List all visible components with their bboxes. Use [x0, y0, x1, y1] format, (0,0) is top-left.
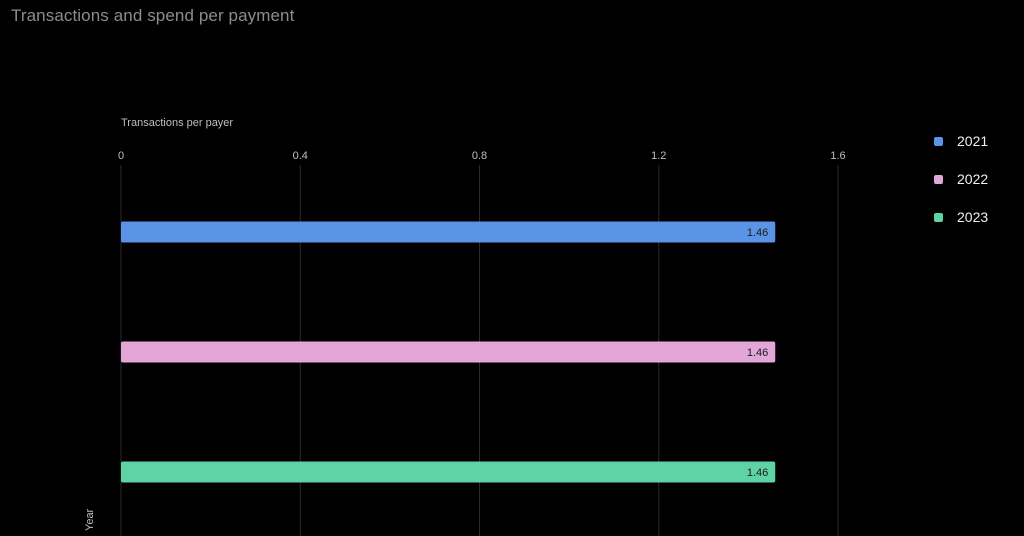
data-label: 1.46: [747, 467, 768, 479]
legend-swatch: [934, 136, 943, 146]
x-tick-label: 1.2: [651, 150, 666, 162]
x-axis-ticks: 0 0.4 0.8 1.2 1.6: [118, 150, 846, 162]
bar-2022[interactable]: [121, 341, 776, 363]
x-tick-label: 1.6: [830, 150, 845, 162]
x-tick-label: 0.4: [293, 150, 308, 162]
x-tick-label: 0.8: [472, 150, 487, 162]
bar-2023[interactable]: [121, 461, 776, 483]
legend-item-2022[interactable]: 2022: [934, 160, 988, 198]
data-label: 1.46: [747, 227, 768, 239]
data-label: 1.46: [747, 347, 768, 359]
legend: 2021 2022 2023: [934, 122, 988, 236]
bar-2021[interactable]: [121, 221, 776, 243]
legend-label: 2021: [957, 133, 989, 149]
legend-swatch: [934, 174, 943, 184]
x-tick-label: 0: [118, 150, 124, 162]
legend-swatch: [934, 212, 943, 222]
legend-item-2021[interactable]: 2021: [934, 122, 988, 160]
y-axis-title: Year: [84, 508, 96, 531]
bars: 1.46 1.46 1.46: [121, 221, 776, 483]
legend-label: 2023: [957, 209, 989, 225]
x-axis-title: Transactions per payer: [121, 117, 233, 129]
legend-label: 2022: [957, 171, 989, 187]
legend-item-2023[interactable]: 2023: [934, 198, 988, 236]
chart-title: Transactions and spend per payment: [11, 6, 295, 25]
